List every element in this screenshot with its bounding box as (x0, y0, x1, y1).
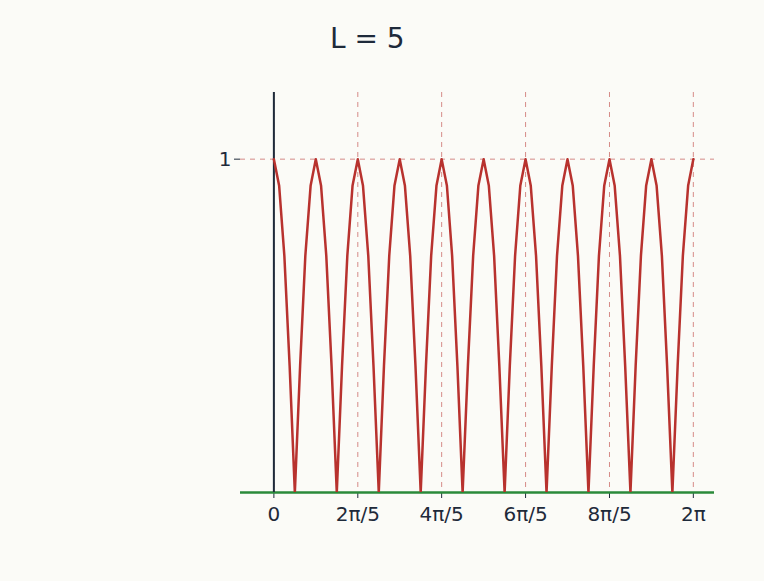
svg-text:1: 1 (219, 147, 232, 171)
svg-text:2π/5: 2π/5 (336, 502, 380, 526)
svg-text:0: 0 (268, 502, 281, 526)
svg-text:4π/5: 4π/5 (420, 502, 464, 526)
html-text:L = 5: L = 5 (330, 22, 405, 55)
svg-text:6π/5: 6π/5 (503, 502, 547, 526)
svg-text:2π: 2π (681, 502, 706, 526)
svg-text:8π/5: 8π/5 (587, 502, 631, 526)
